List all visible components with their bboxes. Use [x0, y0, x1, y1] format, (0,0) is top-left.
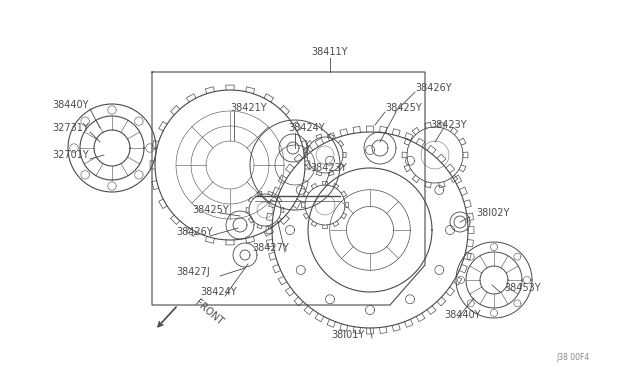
Text: 32731Y: 32731Y [52, 123, 89, 133]
Text: 38I01Y: 38I01Y [332, 330, 365, 340]
Text: FRONT: FRONT [193, 298, 225, 327]
Text: 38425Y: 38425Y [385, 103, 422, 113]
Text: 38425Y: 38425Y [192, 205, 228, 215]
Text: 38427Y: 38427Y [252, 243, 289, 253]
Text: 38440Y: 38440Y [444, 310, 481, 320]
Text: 38423Y: 38423Y [430, 120, 467, 130]
Text: 38411Y: 38411Y [312, 47, 348, 57]
Text: 38424Y: 38424Y [200, 287, 237, 297]
Text: 32701Y: 32701Y [52, 150, 89, 160]
Text: J38 00F4: J38 00F4 [557, 353, 590, 362]
Text: 38426Y: 38426Y [176, 227, 212, 237]
Text: 38423Y: 38423Y [310, 163, 347, 173]
Text: 38424Y: 38424Y [288, 123, 324, 133]
Text: 38I02Y: 38I02Y [476, 208, 509, 218]
Text: 38426Y: 38426Y [415, 83, 452, 93]
Text: 38440Y: 38440Y [52, 100, 88, 110]
Text: 38453Y: 38453Y [504, 283, 541, 293]
Text: 38421Y: 38421Y [230, 103, 267, 113]
Text: 38427J: 38427J [176, 267, 210, 277]
